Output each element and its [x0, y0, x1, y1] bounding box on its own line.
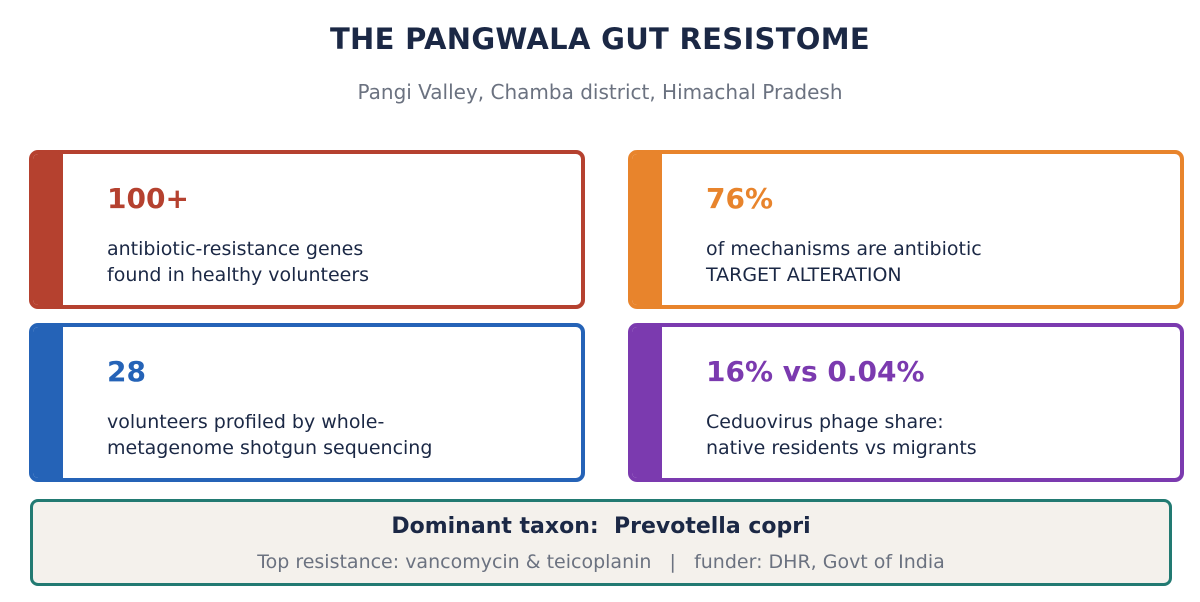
page-subtitle: Pangi Valley, Chamba district, Himachal … [357, 80, 843, 104]
stat-value: 16% vs 0.04% [706, 355, 925, 388]
stat-card-volunteers: 28 volunteers profiled by whole- metagen… [29, 323, 585, 482]
card-accent-bar [33, 327, 63, 478]
stat-description: volunteers profiled by whole- metagenome… [107, 409, 432, 461]
summary-footer: Dominant taxon: Prevotella copri Top res… [30, 499, 1172, 586]
card-accent-bar [632, 154, 662, 305]
stat-description-line: Ceduovirus phage share: [706, 411, 944, 433]
stat-description-line: TARGET ALTERATION [706, 264, 902, 286]
stat-value: 28 [107, 355, 146, 388]
stat-card-resistance-genes: 100+ antibiotic-resistance genes found i… [29, 150, 585, 309]
stat-description-line: of mechanisms are antibiotic [706, 238, 982, 260]
stat-description-line: volunteers profiled by whole- [107, 411, 385, 433]
stat-card-phage-share: 16% vs 0.04% Ceduovirus phage share: nat… [628, 323, 1184, 482]
stat-description-line: antibiotic-resistance genes [107, 238, 364, 260]
stat-card-target-alteration: 76% of mechanisms are antibiotic TARGET … [628, 150, 1184, 309]
stat-description-line: native residents vs migrants [706, 437, 977, 459]
stat-description: antibiotic-resistance genes found in hea… [107, 236, 369, 288]
stat-description: of mechanisms are antibiotic TARGET ALTE… [706, 236, 982, 288]
stat-description-line: metagenome shotgun sequencing [107, 437, 433, 459]
stat-description-line: found in healthy volunteers [107, 264, 370, 286]
footer-info: Top resistance: vancomycin & teicoplanin… [257, 551, 945, 573]
dominant-taxon: Dominant taxon: Prevotella copri [391, 514, 811, 539]
card-accent-bar [33, 154, 63, 305]
card-accent-bar [632, 327, 662, 478]
stat-value: 76% [706, 182, 774, 215]
stat-value: 100+ [107, 182, 189, 215]
stat-description: Ceduovirus phage share: native residents… [706, 409, 977, 461]
page-title: THE PANGWALA GUT RESISTOME [329, 22, 871, 56]
